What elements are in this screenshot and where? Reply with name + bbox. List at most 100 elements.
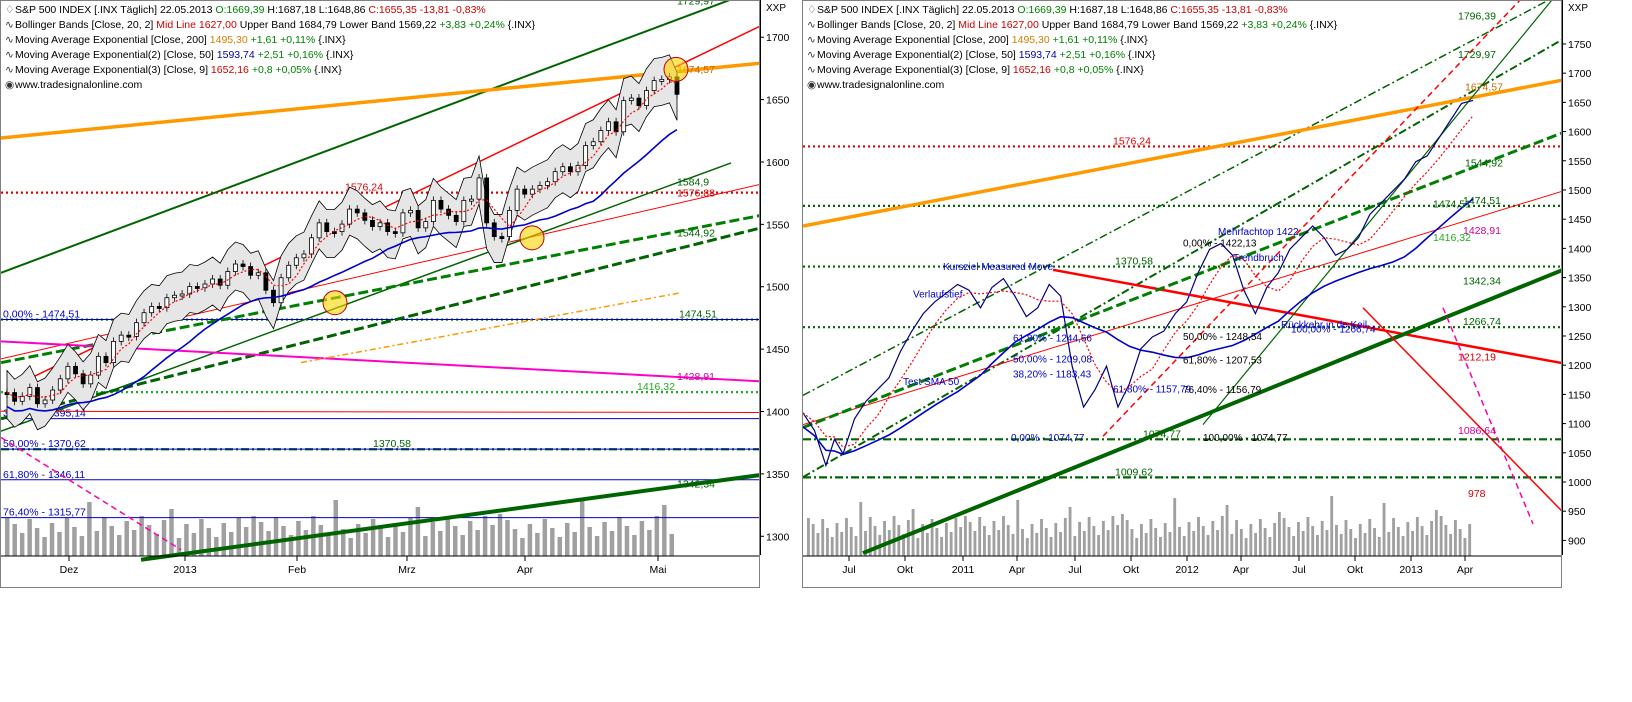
empty-footer-area <box>0 588 1632 702</box>
volume-bar <box>1016 500 1020 556</box>
left-chart-legend: ♢S&P 500 INDEX [.INX Täglich] 22.05.2013… <box>5 3 535 93</box>
annotation-label: 50,00% - 1209,08 <box>1013 355 1092 366</box>
candle-body <box>286 264 292 279</box>
volume-bar <box>467 521 473 556</box>
volume-bar <box>497 514 503 556</box>
legend-source-line: ◉www.tradesignalonline.com <box>5 79 143 91</box>
volume-bar <box>830 537 834 556</box>
annotation-label: 38,20% - 1183,43 <box>1013 369 1092 380</box>
x-tick-label: Okt <box>1347 564 1363 576</box>
volume-bar <box>1239 529 1243 556</box>
volume-bar <box>72 527 77 556</box>
left-price-axis: 1300 1350 1400 1450 1500 1550 1600 1650 1700 <box>760 0 790 555</box>
volume-bar <box>400 532 406 556</box>
line-label: 1584,9 <box>677 176 709 188</box>
candle-body <box>568 166 573 173</box>
volume-bar <box>935 528 939 556</box>
candle-body <box>453 214 459 223</box>
volume-bar <box>482 516 488 556</box>
level-label: 1474,51 <box>679 309 717 321</box>
line-label: 1544,92 <box>677 228 715 240</box>
ema50-line <box>803 198 1474 456</box>
x-tick-label: Apr <box>1009 564 1026 576</box>
level-label: 1416,32 <box>637 381 675 393</box>
candle-body <box>126 334 132 338</box>
x-tick-label: Jul <box>1292 564 1305 576</box>
volume-bar <box>1178 527 1181 556</box>
y-tick-label: 1600 <box>1568 127 1592 139</box>
volume-bar <box>1458 529 1462 556</box>
y-tick-label: 1750 <box>1568 39 1592 51</box>
volume-bar <box>527 524 533 556</box>
volume-bar <box>79 536 85 556</box>
trend-line <box>862 268 1561 555</box>
right-price-axis: 900 950 1000 1050 1100 1150 1200 1250 1300 1350 14… <box>1562 0 1592 555</box>
volume-bar <box>221 523 227 556</box>
volume-bar <box>572 532 577 556</box>
volume-bar <box>1335 525 1338 556</box>
volume-bar <box>542 519 548 556</box>
volume-bar <box>1006 525 1010 556</box>
volume-bar <box>557 537 563 556</box>
y-tick-label: 1300 <box>766 531 790 543</box>
legend-bollinger-line: ∿Bollinger Bands [Close, 20, 2] Mid Line… <box>807 19 1338 31</box>
y-tick-label: 1500 <box>766 282 790 294</box>
volume-bar <box>1049 537 1053 556</box>
volume-bar <box>1054 523 1058 556</box>
level-label: 1370,58 <box>373 438 411 450</box>
line-label: 1576,88 <box>677 188 715 200</box>
candle-body <box>606 121 611 131</box>
candle-body <box>575 165 581 173</box>
x-tick-label: Apr <box>517 564 534 576</box>
annotation-label: 61,80% - 1207,53 <box>1183 355 1262 366</box>
volume-bar <box>1230 534 1234 556</box>
volume-bar <box>64 518 70 556</box>
volume-bar <box>1306 517 1310 556</box>
annotation-label: 61,80% - 1157,79 <box>1113 384 1192 395</box>
level-label: 0,00% - 1474,51 <box>3 309 80 321</box>
level-label: 1474,51 <box>1463 195 1501 207</box>
volume-bar <box>1068 507 1072 556</box>
candle-body <box>233 263 238 272</box>
volume-bar <box>1063 518 1067 556</box>
volume-bar <box>916 538 920 556</box>
highlight-circle <box>519 225 545 251</box>
volume-bar <box>1040 519 1043 556</box>
volume-bar <box>1311 526 1315 556</box>
volume-bar <box>512 529 518 556</box>
volume-bar <box>1316 535 1319 556</box>
volume-bar <box>1296 522 1300 556</box>
volume-bar <box>326 534 331 556</box>
volume-bar <box>288 535 294 556</box>
candle-body <box>301 253 307 259</box>
volume-bar <box>1078 522 1082 556</box>
globe-icon: ◉ <box>5 79 15 91</box>
candle-body <box>507 209 512 237</box>
candle-body <box>293 257 299 266</box>
volume-bar <box>243 527 249 556</box>
y-tick-label: 1400 <box>766 407 790 419</box>
volume-bar <box>131 530 137 556</box>
volume-bar <box>1387 532 1391 556</box>
x-tick-label: Apr <box>1233 564 1250 576</box>
y-tick-label: 1100 <box>1568 419 1591 431</box>
volume-bar <box>1325 530 1329 556</box>
volume-bar <box>1411 531 1415 556</box>
candle-body <box>309 237 314 255</box>
trend-line <box>1 61 759 140</box>
candle-body <box>80 373 86 385</box>
legend-source-line: ◉www.tradesignalonline.com <box>807 79 945 91</box>
line-label: 1729,97 <box>1458 49 1496 61</box>
candle-body <box>552 171 558 183</box>
volume-bar <box>1002 516 1005 556</box>
volume-bar <box>835 523 839 556</box>
candle-body <box>118 334 124 342</box>
volume-bar <box>811 524 815 556</box>
trend-line <box>1202 1 1552 425</box>
candle-body <box>240 263 246 267</box>
volume-bar <box>1320 521 1324 556</box>
volume-bar <box>1168 532 1172 556</box>
legend-title-line: ♢S&P 500 INDEX [.INX Täglich] 22.05.2013… <box>807 4 1288 16</box>
legend-bollinger-line: ∿Bollinger Bands [Close, 20, 2] Mid Line… <box>5 19 536 31</box>
